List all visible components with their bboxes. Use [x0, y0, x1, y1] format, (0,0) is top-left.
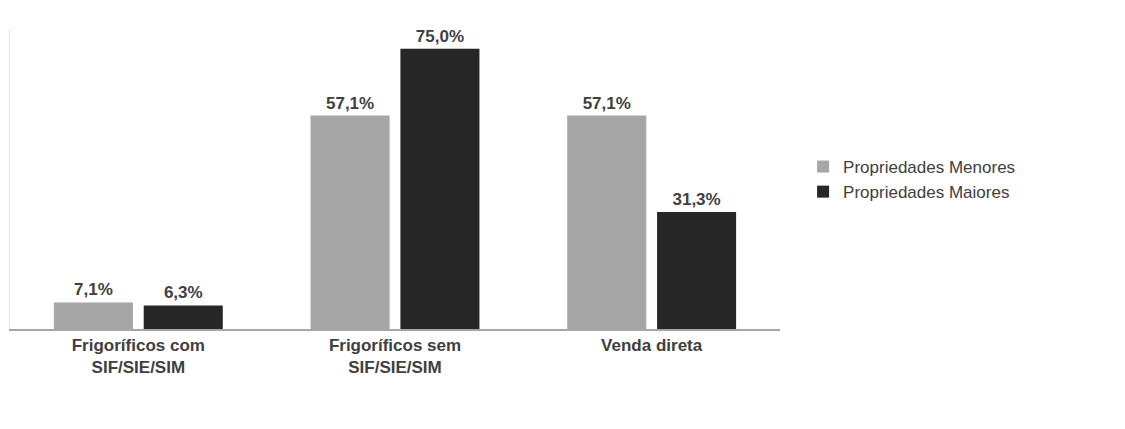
svg-text:6,3%: 6,3% [164, 283, 203, 302]
svg-text:Frigoríficos comSIF/SIE/SIM: Frigoríficos comSIF/SIE/SIM [72, 336, 205, 377]
svg-text:57,1%: 57,1% [583, 94, 631, 113]
svg-text:Frigoríficos semSIF/SIE/SIM: Frigoríficos semSIF/SIE/SIM [329, 336, 461, 377]
svg-text:Propriedades Maiores: Propriedades Maiores [843, 183, 1009, 202]
svg-text:Venda direta: Venda direta [601, 336, 703, 355]
svg-text:57,1%: 57,1% [326, 94, 374, 113]
svg-text:75,0%: 75,0% [416, 27, 464, 46]
svg-text:Propriedades Menores: Propriedades Menores [843, 158, 1015, 177]
svg-text:7,1%: 7,1% [74, 280, 113, 299]
svg-text:31,3%: 31,3% [672, 190, 720, 209]
